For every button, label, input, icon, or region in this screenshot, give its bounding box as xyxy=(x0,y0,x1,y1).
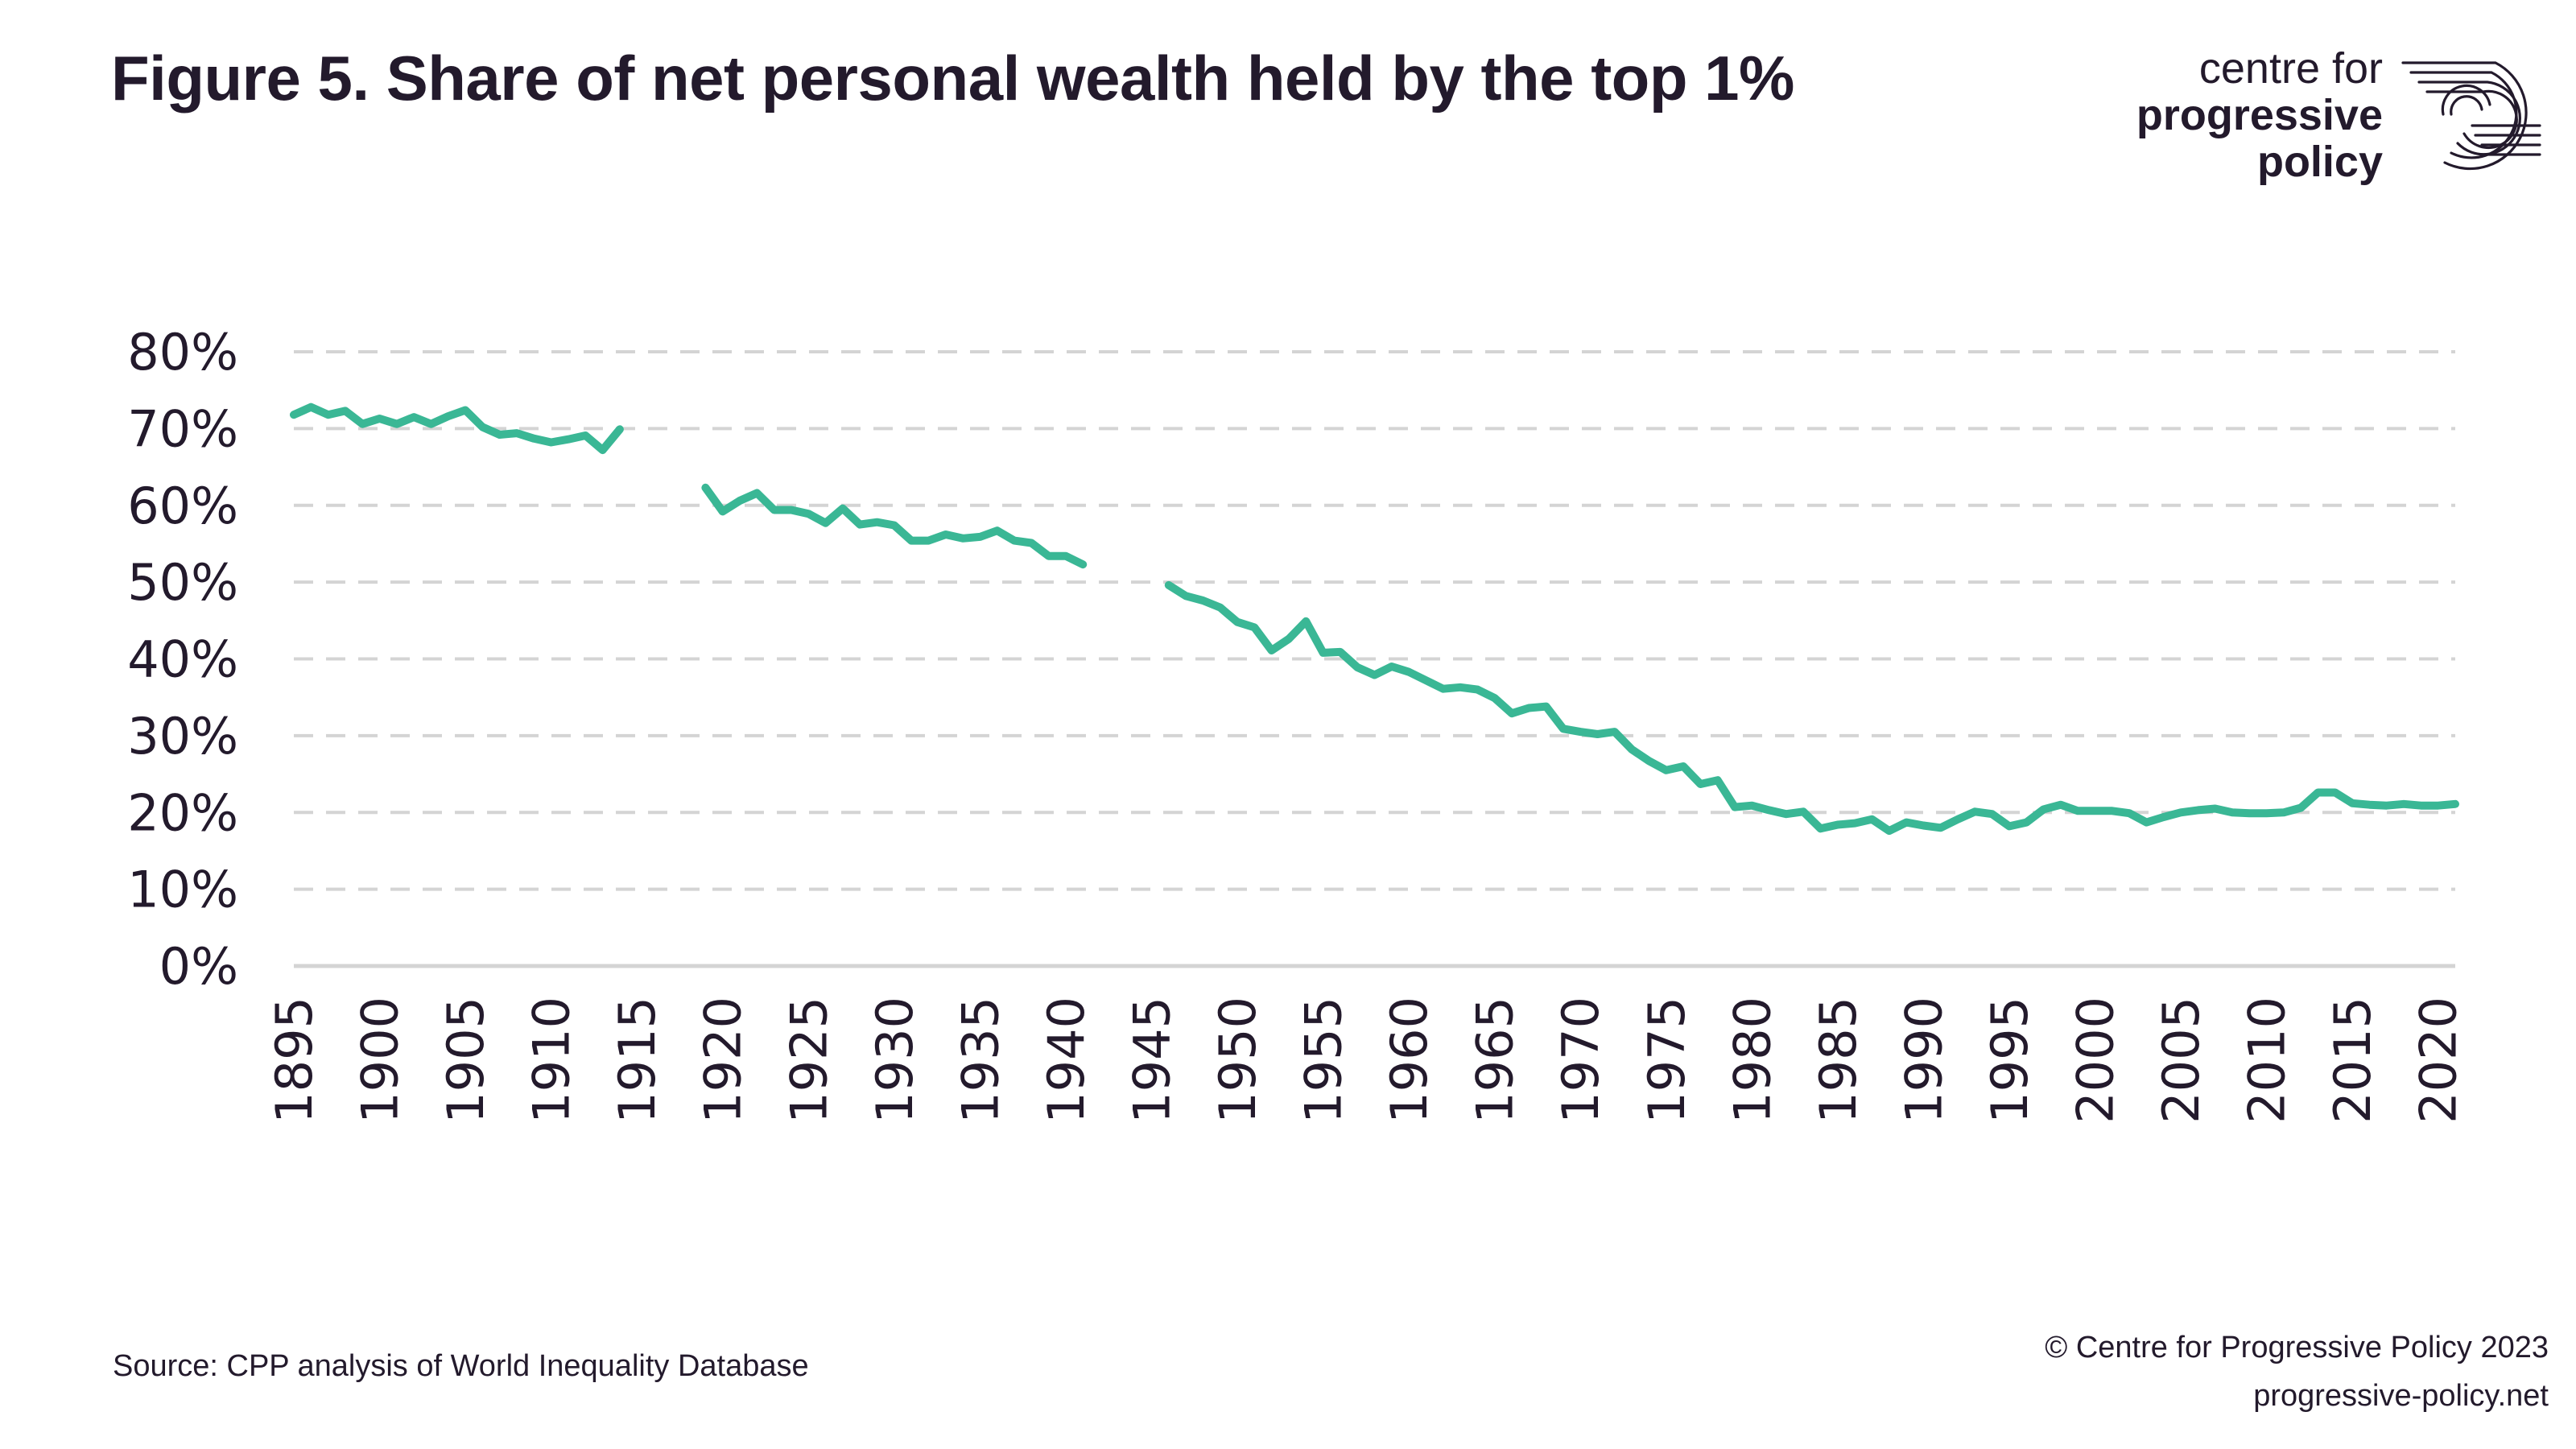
x-tick-label: 1990 xyxy=(1894,997,1953,1124)
y-tick-label: 80% xyxy=(127,323,238,382)
swirl-logo-icon xyxy=(2401,61,2541,171)
gridlines xyxy=(294,350,2455,968)
x-tick-label: 2015 xyxy=(2323,997,2382,1124)
x-tick-label: 1975 xyxy=(1637,997,1696,1124)
series-line-segment xyxy=(1164,580,2459,836)
x-tick-label: 1965 xyxy=(1466,997,1525,1124)
x-tick-label: 1970 xyxy=(1551,997,1610,1124)
x-tick-label: 1955 xyxy=(1294,997,1353,1124)
x-tick-label: 1905 xyxy=(436,997,495,1124)
y-tick-label: 0% xyxy=(159,937,238,996)
logo-line-1: centre for xyxy=(2198,44,2383,93)
y-tick-label: 40% xyxy=(127,630,238,689)
website-text: progressive-policy.net xyxy=(2253,1379,2549,1413)
y-tick-label: 30% xyxy=(127,707,238,766)
logo-text: centre for progressive policy xyxy=(2136,45,2383,185)
x-tick-label: 1950 xyxy=(1208,997,1267,1124)
x-axis-ticks: 1895 1900 1905 1910 1915 1920 1925 1930 1935 1940… xyxy=(265,997,2468,1124)
x-tick-label: 1935 xyxy=(951,997,1009,1124)
x-tick-label: 1985 xyxy=(1809,997,1868,1124)
series-line-segment xyxy=(290,402,624,455)
x-tick-label: 2000 xyxy=(2066,997,2125,1124)
cpp-logo: centre for progressive policy xyxy=(2125,40,2544,193)
x-tick-label: 2005 xyxy=(2152,997,2211,1124)
copyright-text: © Centre for Progressive Policy 2023 xyxy=(2045,1331,2549,1364)
y-tick-label: 20% xyxy=(127,783,238,842)
logo-line-2: progressive xyxy=(2136,91,2383,139)
y-axis-ticks: 0% 10% 20% 30% 40% 50% 60% 70% 80% xyxy=(127,323,238,996)
x-tick-label: 1980 xyxy=(1723,997,1781,1124)
y-tick-label: 10% xyxy=(127,861,238,919)
x-tick-label: 1895 xyxy=(265,997,324,1124)
x-tick-label: 1915 xyxy=(608,997,667,1124)
chart-title: Figure 5. Share of net personal wealth h… xyxy=(111,43,1794,114)
line-chart: 0%10%20%30%40%50%60%70%80% 1895 1900 1905 1… xyxy=(127,323,2468,1124)
y-tick-label: 50% xyxy=(127,553,238,612)
copyright-block: © Centre for Progressive Policy 2023 pro… xyxy=(2045,1323,2549,1420)
series-lines xyxy=(290,402,2459,836)
source-note: Source: CPP analysis of World Inequality… xyxy=(113,1349,809,1383)
logo-line-3: policy xyxy=(2256,138,2383,186)
x-tick-label: 2020 xyxy=(2409,997,2468,1124)
x-tick-label: 1930 xyxy=(865,997,924,1124)
y-tick-label: 70% xyxy=(127,399,238,458)
x-tick-label: 1910 xyxy=(522,997,581,1124)
y-tick-label: 60% xyxy=(127,477,238,535)
x-tick-label: 1920 xyxy=(694,997,753,1124)
x-tick-label: 1945 xyxy=(1122,997,1181,1124)
x-tick-label: 1995 xyxy=(1980,997,2039,1124)
x-tick-label: 1940 xyxy=(1037,997,1096,1124)
x-tick-label: 2010 xyxy=(2238,997,2297,1124)
x-tick-label: 1960 xyxy=(1380,997,1439,1124)
x-tick-label: 1900 xyxy=(351,997,410,1124)
x-tick-label: 1925 xyxy=(779,997,838,1124)
series-line-segment xyxy=(701,483,1088,569)
